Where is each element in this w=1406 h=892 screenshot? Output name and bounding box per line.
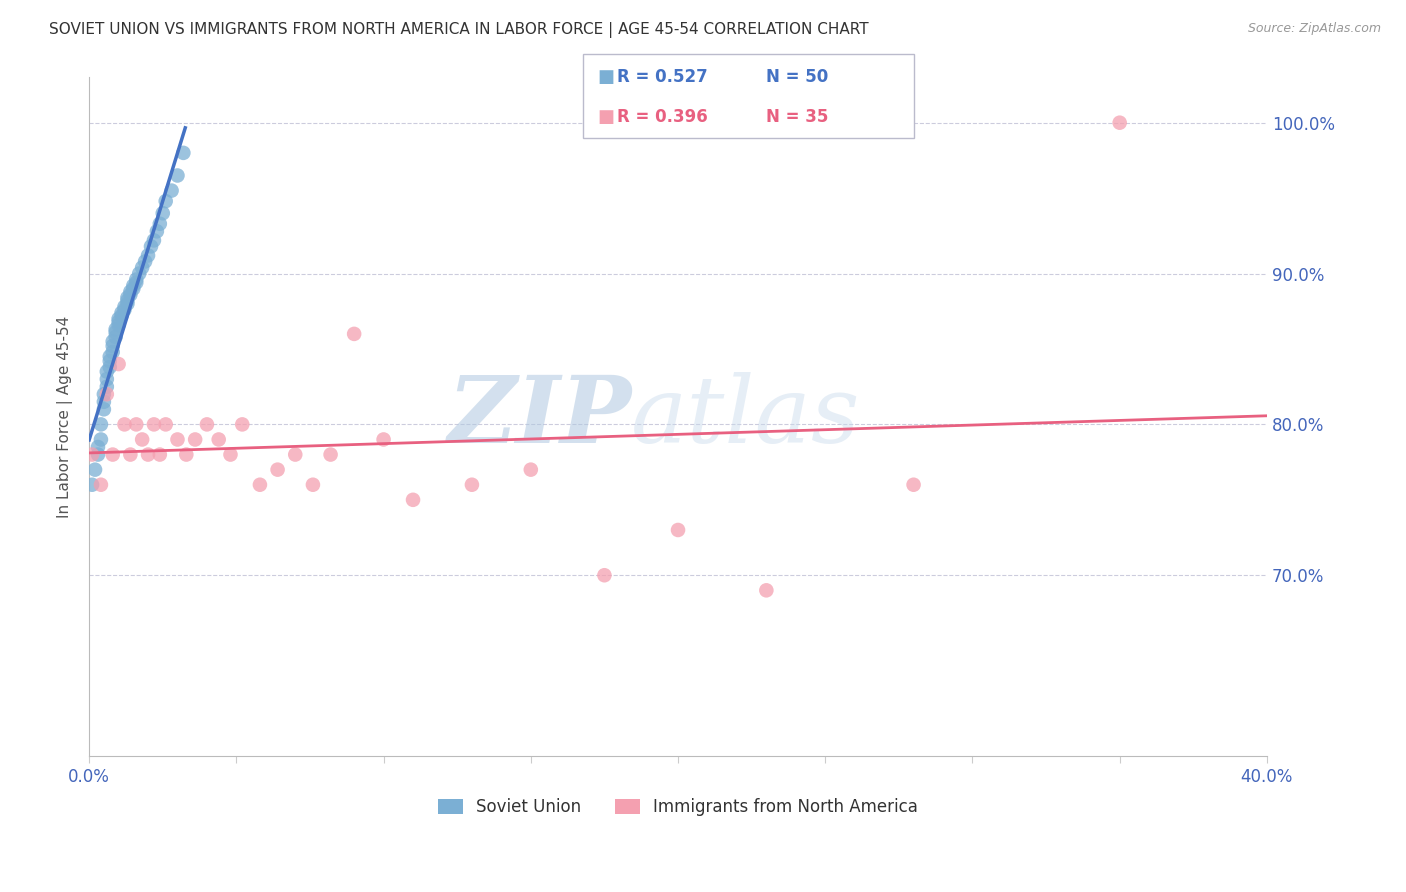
Point [125, 276, 148, 290]
Point [107, 357, 129, 371]
Point [104, 330, 127, 344]
Point [266, 463, 288, 477]
Point [1108, 116, 1130, 130]
Point [125, 417, 148, 432]
Point [104, 322, 127, 336]
Point [131, 433, 153, 447]
Text: ■: ■ [598, 69, 614, 87]
Point [149, 217, 172, 231]
Point [120, 287, 142, 301]
Point [114, 300, 136, 314]
Point [101, 448, 124, 462]
Point [107, 311, 129, 326]
Point [373, 433, 395, 447]
Point [96, 387, 118, 401]
Point [139, 239, 162, 253]
Point [160, 184, 183, 198]
Point [96, 365, 118, 379]
Point [461, 477, 484, 491]
Point [128, 267, 150, 281]
Point [110, 309, 132, 323]
Point [155, 194, 177, 208]
Point [84, 463, 107, 477]
Point [319, 448, 342, 462]
Point [520, 463, 543, 477]
Point [107, 318, 129, 332]
Point [82, 477, 104, 491]
Point [302, 477, 325, 491]
Text: atlas: atlas [631, 372, 860, 462]
Point [249, 477, 271, 491]
Point [284, 448, 307, 462]
Point [131, 260, 153, 275]
Point [155, 417, 177, 432]
Text: Source: ZipAtlas.com: Source: ZipAtlas.com [1247, 22, 1381, 36]
Point [666, 523, 689, 537]
Point [93, 387, 115, 401]
Point [90, 417, 112, 432]
Text: N = 50: N = 50 [766, 69, 828, 87]
Y-axis label: In Labor Force | Age 45-54: In Labor Force | Age 45-54 [58, 316, 73, 518]
Point [219, 448, 242, 462]
Point [142, 233, 165, 247]
Point [343, 326, 366, 341]
Point [755, 583, 778, 598]
Point [98, 354, 121, 368]
Point [101, 339, 124, 353]
Point [120, 285, 142, 299]
Point [98, 350, 121, 364]
Point [122, 278, 145, 293]
Point [107, 315, 129, 329]
Point [114, 302, 136, 317]
Text: ZIP: ZIP [447, 372, 631, 462]
Point [125, 272, 148, 286]
Point [134, 254, 156, 268]
Text: R = 0.527: R = 0.527 [617, 69, 709, 87]
Point [117, 296, 139, 310]
Point [82, 448, 104, 462]
Point [90, 477, 112, 491]
Point [96, 379, 118, 393]
Point [208, 433, 231, 447]
Point [87, 448, 110, 462]
Point [184, 433, 207, 447]
Legend: Soviet Union, Immigrants from North America: Soviet Union, Immigrants from North Amer… [432, 791, 925, 822]
Point [120, 448, 142, 462]
Point [149, 448, 172, 462]
Point [114, 417, 136, 432]
Point [142, 417, 165, 432]
Point [98, 360, 121, 375]
Point [136, 448, 159, 462]
Point [136, 248, 159, 262]
Point [87, 440, 110, 454]
Point [96, 372, 118, 386]
Point [110, 306, 132, 320]
Point [146, 224, 169, 238]
Point [593, 568, 616, 582]
Text: R = 0.396: R = 0.396 [617, 108, 709, 126]
Text: N = 35: N = 35 [766, 108, 828, 126]
Point [104, 326, 127, 340]
Point [152, 206, 174, 220]
Point [101, 345, 124, 359]
Point [122, 282, 145, 296]
Text: SOVIET UNION VS IMMIGRANTS FROM NORTH AMERICA IN LABOR FORCE | AGE 45-54 CORRELA: SOVIET UNION VS IMMIGRANTS FROM NORTH AM… [49, 22, 869, 38]
Point [117, 293, 139, 308]
Text: ■: ■ [598, 108, 614, 126]
Point [93, 402, 115, 417]
Point [903, 477, 925, 491]
Point [172, 145, 194, 160]
Point [166, 433, 188, 447]
Point [166, 169, 188, 183]
Point [90, 433, 112, 447]
Point [117, 291, 139, 305]
Point [101, 334, 124, 349]
Point [195, 417, 218, 432]
Point [402, 492, 425, 507]
Point [176, 448, 198, 462]
Point [231, 417, 253, 432]
Point [93, 394, 115, 409]
